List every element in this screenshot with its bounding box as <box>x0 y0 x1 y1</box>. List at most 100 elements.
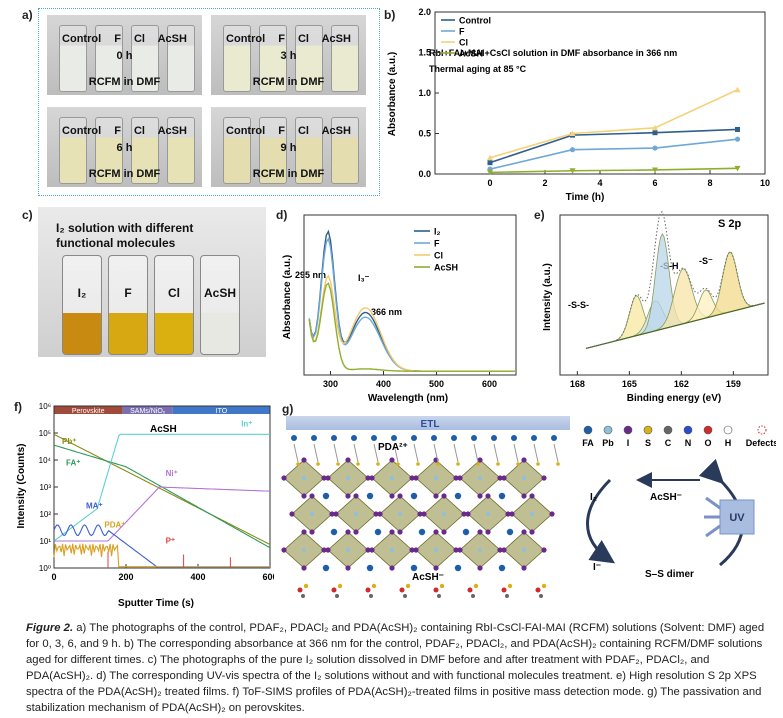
iodide-atom <box>333 511 339 517</box>
y-tick-label: 10⁵ <box>39 429 51 438</box>
y-tick-label: 1.0 <box>418 88 431 98</box>
legend-label: H <box>725 438 732 448</box>
pda-chain <box>433 443 439 463</box>
pb-atom <box>301 547 307 553</box>
iodide-atom <box>321 475 327 481</box>
uv-label: UV <box>729 512 745 524</box>
etl-layer <box>286 416 570 430</box>
pda-label: PDA²⁺ <box>378 442 408 453</box>
series-label: Pb⁺ <box>62 437 76 446</box>
uv-arrow <box>705 496 721 510</box>
etl-atom <box>351 435 357 441</box>
perovskite-lattice <box>281 435 560 598</box>
iodide-atom <box>421 511 427 517</box>
legend-atom-defects <box>757 425 767 435</box>
series-line-ni <box>54 486 271 542</box>
series-line-f <box>489 138 738 170</box>
o-atom <box>331 587 337 593</box>
s-atom <box>473 583 479 589</box>
legend-atom-h <box>723 425 733 435</box>
x-axis-label: Sputter Time (s) <box>118 598 194 609</box>
region-label: SAMs/NiOₓ <box>130 408 166 415</box>
vial <box>95 25 123 92</box>
etl-atom <box>371 435 377 441</box>
iodide-atom <box>325 475 331 481</box>
x-axis-label: Wavelength (nm) <box>368 393 448 404</box>
y-axis-label: Absorbance (a.u.) <box>387 52 398 136</box>
pda-chain <box>513 443 519 463</box>
panel-f-tofsims-chart: Sputter Time (s) Intensity (Counts) AcSH… <box>16 402 274 609</box>
data-point <box>652 145 658 151</box>
iodide-atom <box>345 565 351 571</box>
pb-atom <box>521 547 527 553</box>
data-point <box>487 160 493 166</box>
iodide-atom <box>389 529 395 535</box>
pda-chain <box>373 443 379 463</box>
c-atom <box>301 594 305 598</box>
legend-atom-c <box>663 425 673 435</box>
iodide-atom <box>309 529 315 535</box>
iodide-atom <box>413 475 419 481</box>
legend-entry: Cl <box>459 38 468 48</box>
iodide-atom <box>345 457 351 463</box>
iodide-atom <box>409 475 415 481</box>
iodide-atom <box>389 493 395 499</box>
etl-atom <box>551 435 557 441</box>
legend-atom-i <box>623 425 633 435</box>
s-atom <box>476 462 480 466</box>
legend-label: FA <box>582 438 594 448</box>
data-point <box>735 126 740 132</box>
iodide-atom <box>541 475 547 481</box>
x-tick-label: 10 <box>760 178 770 188</box>
legend-label: I <box>627 438 630 448</box>
data-point <box>734 165 741 172</box>
iodide-atom <box>345 529 351 535</box>
pb-atom <box>433 547 439 553</box>
vial <box>259 117 287 184</box>
iodide-atom <box>321 547 327 553</box>
pda-chain <box>333 443 339 463</box>
y-tick-label: 10⁶ <box>39 402 51 411</box>
data-point <box>569 168 576 174</box>
fa-cation <box>462 528 470 536</box>
fa-cation <box>498 564 506 572</box>
iodide-atom <box>549 511 555 517</box>
iodide-atom <box>529 529 535 535</box>
fa-cation <box>498 492 506 500</box>
c-atom <box>539 594 543 598</box>
iodide-atom <box>497 475 503 481</box>
s-atom <box>336 462 340 466</box>
y-tick-label: 10¹ <box>39 537 51 546</box>
iodide-atom <box>301 529 307 535</box>
iodine-vial-label: F <box>124 286 132 300</box>
iodide-atom <box>365 475 371 481</box>
s-atom <box>405 583 411 589</box>
pda-chain <box>413 443 419 463</box>
fa-cation <box>454 564 462 572</box>
panel-a-photos: Control F Cl AcSH 0 h RCFM in DMF Contro… <box>38 8 380 196</box>
iodide-atom <box>369 547 375 553</box>
pda-chain <box>493 443 499 463</box>
iodide-atom <box>433 493 439 499</box>
series-line-ma <box>53 524 270 569</box>
s-atom <box>516 462 520 466</box>
pda-chain <box>553 443 559 463</box>
iodide-atom <box>521 529 527 535</box>
iodide-atom <box>409 547 415 553</box>
fa-cation <box>322 564 330 572</box>
fa-cation <box>366 564 374 572</box>
y-tick-label: 10³ <box>39 483 51 492</box>
panel-label-c: c) <box>22 208 33 222</box>
etl-atom <box>291 435 297 441</box>
iodide-atom <box>541 547 547 553</box>
y-tick-label: 10⁰ <box>39 564 51 573</box>
figure-label: Figure 2. <box>26 622 74 634</box>
series-label: Ni⁺ <box>166 469 178 478</box>
panel-label-g: g) <box>282 402 294 416</box>
y-axis-label: Intensity (Counts) <box>16 444 27 529</box>
etl-atom <box>451 435 457 441</box>
legend-label: Defects <box>746 438 776 448</box>
envelope-fit <box>585 211 765 349</box>
panel-label-e: e) <box>534 208 545 222</box>
iodide-atom <box>529 493 535 499</box>
